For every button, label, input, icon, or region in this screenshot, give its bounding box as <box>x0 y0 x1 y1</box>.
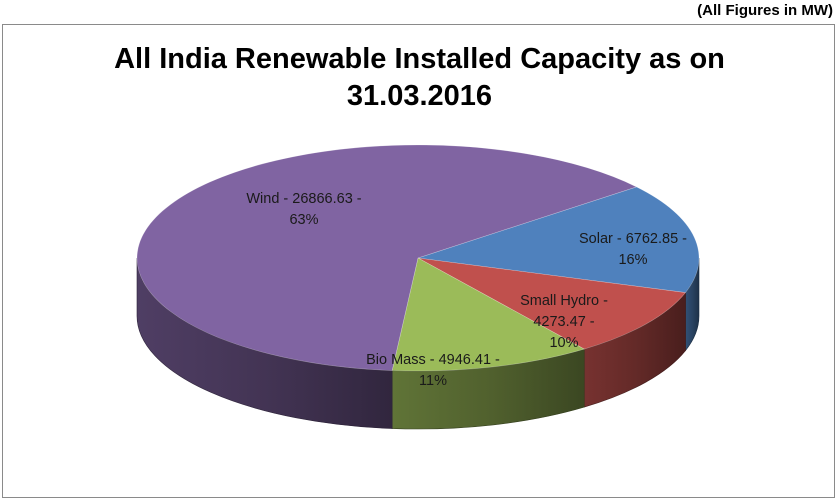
chart-frame: All India Renewable Installed Capacity a… <box>2 24 835 498</box>
pie-slice-bio-mass <box>391 257 586 372</box>
chart-title-line-1: All India Renewable Installed Capacity a… <box>114 43 725 75</box>
data-label-solar: Solar - 6762.85 -16% <box>579 231 687 268</box>
pie-chart: Solar - 6762.85 -16% Small Hydro -4273.47… <box>136 144 700 430</box>
data-label-bio-mass: Bio Mass - 4946.41 -11% <box>366 352 500 389</box>
data-label-small-hydro: Small Hydro -4273.47 -10% <box>520 293 608 351</box>
pie-side-wind <box>136 257 393 429</box>
pie-slice-wind <box>136 144 638 371</box>
chart-title-line-2: 31.03.2016 <box>346 80 493 112</box>
pie-slice-small-hydro <box>417 257 687 350</box>
units-note: (All Figures in MW) <box>697 2 833 19</box>
pie-slice-solar <box>417 186 700 293</box>
data-label-wind: Wind - 26866.63 -63% <box>246 191 361 228</box>
chart-title: All India Renewable Installed Capacity a… <box>3 41 836 115</box>
